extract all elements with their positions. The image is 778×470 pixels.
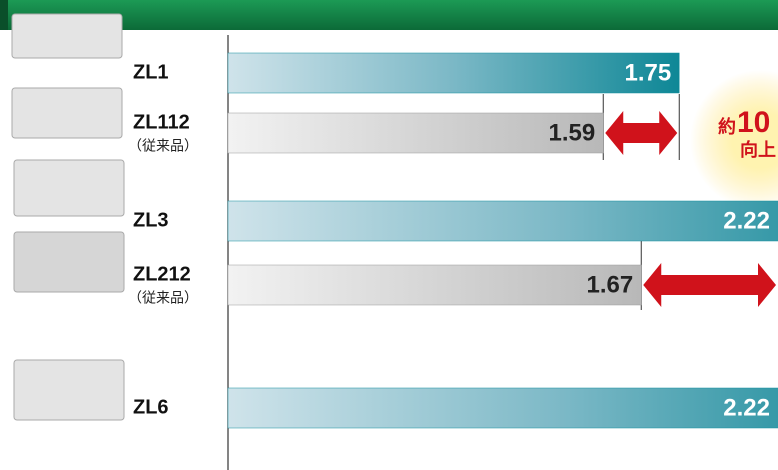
annotation-number: 10 (737, 106, 770, 139)
category-label: ZL112 (133, 111, 190, 133)
category-label: ZL3 (133, 209, 169, 231)
bar (228, 388, 778, 428)
product-image (14, 360, 124, 420)
bar (228, 113, 603, 153)
value-label: 2.22 (723, 207, 770, 234)
double-arrow (643, 263, 776, 307)
product-image (14, 160, 124, 216)
chart: 1.75 ZL1 1.59 ZL112 （従来品） 2.22 ZL3 1.67 ZL212 （従来… (0, 0, 778, 470)
category-sublabel: （従来品） (128, 290, 198, 306)
product-image (12, 88, 122, 138)
value-label: 1.67 (587, 271, 634, 298)
banner-edge (0, 0, 8, 30)
bar (228, 53, 679, 93)
product-images (12, 14, 124, 420)
category-sublabel: （従来品） (128, 138, 198, 154)
product-image (14, 232, 124, 292)
value-label: 1.75 (625, 59, 672, 86)
category-label: ZL6 (133, 396, 169, 418)
double-arrow (605, 111, 677, 155)
category-label: ZL1 (133, 61, 169, 83)
value-label: 1.59 (549, 119, 596, 146)
bar (228, 265, 641, 305)
category-label: ZL212 (133, 263, 191, 285)
value-label: 2.22 (723, 394, 770, 421)
annotation-prefix: 約 (718, 116, 736, 137)
bar (228, 201, 778, 241)
annotation-suffix: 向上 (740, 139, 776, 160)
product-image (12, 14, 122, 58)
